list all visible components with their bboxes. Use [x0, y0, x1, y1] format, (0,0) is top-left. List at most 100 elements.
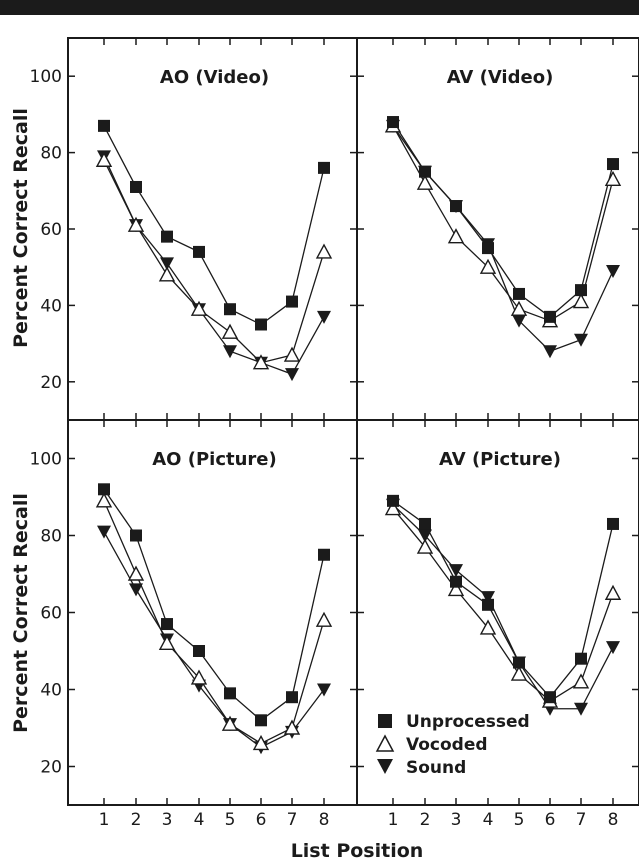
x-tick-label: 4 [483, 810, 494, 830]
legend-item-unprocessed: Unprocessed [378, 712, 530, 732]
point-vocoded [221, 715, 239, 731]
point-unprocessed [193, 245, 205, 258]
x-tick-label: 1 [99, 810, 110, 830]
x-tick-label: 8 [319, 810, 330, 830]
legend-triangle-marker [375, 734, 395, 752]
point-sound [317, 683, 331, 697]
point-unprocessed [161, 230, 173, 243]
panel-frame [67, 419, 358, 806]
panel-frame [356, 419, 639, 806]
point-vocoded [510, 665, 528, 681]
legend-inverted-triangle-marker [377, 759, 393, 774]
point-unprocessed [286, 295, 298, 308]
panel-1: 20 40 60 80 100 AO (Video) [30, 37, 358, 421]
point-unprocessed [544, 310, 556, 323]
y-axis-label-bottom: Percent Correct Recall [10, 493, 32, 733]
point-sound [512, 314, 526, 328]
y-tick-label: 100 [30, 67, 62, 87]
point-sound [606, 265, 620, 279]
y-tick-label: 40 [40, 296, 62, 316]
point-vocoded [447, 228, 465, 244]
point-vocoded [572, 293, 590, 309]
x-tick-label: 3 [451, 810, 462, 830]
point-vocoded [252, 734, 270, 751]
x-tick-label: 2 [420, 810, 431, 830]
legend-item-sound: Sound [377, 758, 466, 778]
series-line-sound [103, 531, 325, 749]
panel-title: AO (Picture) [152, 449, 277, 470]
panel-3: 20 40 60 80 100 1 2 3 4 5 6 7 8 AO (Picture) [30, 419, 358, 830]
point-sound [449, 564, 463, 578]
y-axis-label-top: Percent Correct Recall [10, 108, 32, 348]
point-unprocessed [387, 494, 399, 507]
point-unprocessed [513, 656, 525, 669]
point-vocoded [510, 300, 528, 316]
point-vocoded [416, 174, 434, 190]
point-vocoded [95, 151, 113, 167]
point-unprocessed [255, 714, 267, 727]
point-sound [97, 525, 111, 539]
panel-4: 1 2 3 4 5 6 7 8 AV (Picture) [356, 419, 639, 830]
y-tick-label: 100 [30, 450, 62, 470]
point-vocoded [283, 719, 301, 735]
point-unprocessed [98, 119, 110, 132]
x-axis-label: List Position [291, 840, 424, 861]
point-unprocessed [286, 691, 298, 704]
point-unprocessed [224, 303, 236, 316]
point-vocoded [604, 170, 622, 187]
legend-label-sound: Sound [406, 758, 466, 778]
panel-2: AV (Video) [356, 37, 639, 421]
point-vocoded [604, 584, 622, 600]
point-vocoded [95, 492, 113, 508]
point-unprocessed [318, 161, 330, 174]
panels: 20 40 60 80 100 AO (Video) AV (Video) 20 40 60 80 1… [30, 37, 639, 830]
x-tick-label: 2 [131, 810, 142, 830]
point-sound [606, 641, 620, 655]
point-vocoded [416, 538, 434, 554]
point-unprocessed [130, 180, 142, 193]
point-sound [285, 368, 299, 382]
point-unprocessed [224, 687, 236, 700]
point-vocoded [190, 669, 208, 685]
y-tick-label: 80 [40, 144, 62, 164]
point-vocoded [158, 266, 176, 282]
x-tick-label: 6 [545, 810, 556, 830]
point-sound [574, 702, 588, 716]
point-unprocessed [318, 548, 330, 561]
x-tick-label: 5 [514, 810, 525, 830]
point-vocoded [315, 243, 333, 259]
point-unprocessed [193, 645, 205, 657]
point-unprocessed [513, 287, 525, 300]
point-vocoded [447, 580, 465, 597]
point-unprocessed [544, 691, 556, 704]
x-tick-label: 6 [256, 810, 267, 830]
legend-square-marker [378, 714, 392, 728]
x-tick-label: 1 [388, 810, 399, 830]
panel-title: AV (Video) [447, 67, 554, 88]
point-vocoded [315, 611, 333, 627]
point-vocoded [127, 565, 145, 581]
point-unprocessed [255, 318, 267, 331]
y-tick-label: 20 [40, 758, 62, 778]
legend-item-vocoded: Vocoded [375, 734, 488, 755]
series-line-unprocessed [103, 488, 325, 722]
point-unprocessed [98, 483, 110, 496]
point-sound [418, 529, 432, 543]
y-tick-label: 60 [40, 220, 62, 240]
point-sound [160, 257, 174, 271]
point-unprocessed [575, 284, 587, 297]
point-unprocessed [419, 165, 431, 178]
point-unprocessed [607, 517, 619, 530]
point-vocoded [384, 500, 402, 516]
series-line-sound [392, 125, 614, 352]
point-vocoded [479, 258, 497, 274]
x-tick-label: 3 [162, 810, 173, 830]
point-unprocessed [419, 517, 431, 530]
point-vocoded [572, 673, 590, 689]
panel-title: AO (Video) [160, 67, 269, 88]
point-unprocessed [161, 618, 173, 631]
x-tick-label: 8 [608, 810, 619, 830]
y-tick-label: 20 [40, 373, 62, 393]
point-sound [543, 345, 557, 359]
